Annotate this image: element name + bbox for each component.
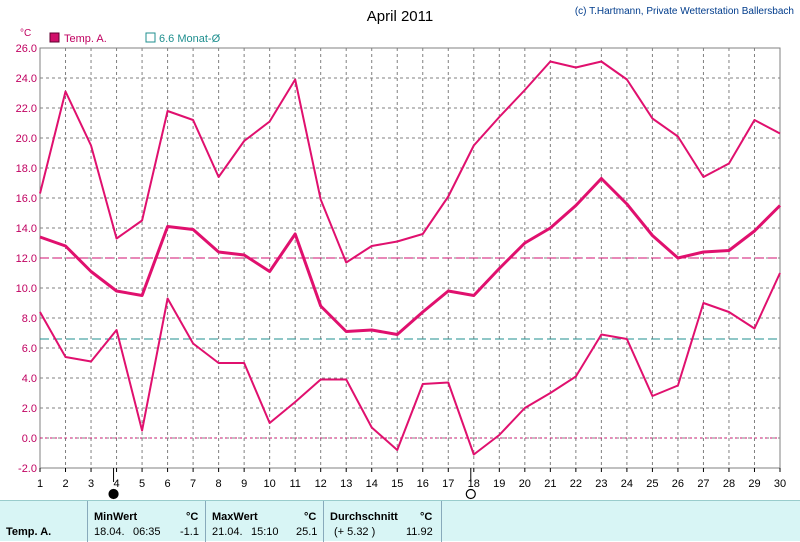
legend-avg-label: 6.6 Monat-Ø [159, 33, 221, 45]
series-lines [39, 60, 782, 456]
credit-text: (c) T.Hartmann, Private Wetterstation Ba… [575, 6, 794, 17]
x-tick-label: 22 [570, 478, 582, 490]
temperature-chart: April 2011 (c) T.Hartmann, Private Wette… [16, 6, 794, 500]
y-tick-label: 8.0 [22, 313, 37, 325]
stats-row-label-cell: Temp. A. [0, 501, 88, 542]
y-tick-label: 4.0 [22, 373, 37, 385]
x-tick-label: 5 [139, 478, 145, 490]
stats-avg-value: 11.92 [406, 526, 433, 538]
y-axis-unit: °C [20, 28, 31, 39]
stats-max-title: MaxWert [212, 511, 258, 523]
y-tick-label: 24.0 [16, 73, 37, 85]
x-tick-label: 7 [190, 478, 196, 490]
stats-avg-cell: Durchschnitt °C (+ 5.32 ) 11.92 [324, 501, 442, 542]
axes: -2.0 0.0 2.0 4.0 6.0 8.0 10.0 12.0 14.0 16.0 18.0 2… [16, 43, 787, 490]
x-tick-label: 4 [113, 478, 119, 490]
x-tick-label: 6 [165, 478, 171, 490]
x-tick-label: 18 [468, 478, 480, 490]
legend-temp-swatch [49, 32, 60, 43]
reference-lines [40, 257, 780, 439]
stats-min-value: -1.1 [180, 526, 199, 538]
y-tick-label: -2.0 [18, 463, 37, 475]
x-tick-label: 3 [88, 478, 94, 490]
stats-max-time: 15:10 [251, 526, 279, 538]
stats-avg-delta: (+ 5.32 ) [334, 526, 376, 538]
x-tick-label: 19 [493, 478, 505, 490]
x-tick-label: 20 [519, 478, 531, 490]
x-tick-label: 10 [264, 478, 276, 490]
stats-min-date: 18.04. [94, 526, 125, 538]
y-tick-label: 26.0 [16, 43, 37, 55]
y-tick-label: 0.0 [22, 433, 37, 445]
legend-temp-label: Temp. A. [64, 33, 107, 45]
x-tick-label: 17 [442, 478, 454, 490]
stats-max-value: 25.1 [296, 526, 318, 538]
x-tick-label: 15 [391, 478, 403, 490]
x-tick-label: 12 [315, 478, 327, 490]
stats-max-unit: °C [304, 511, 317, 523]
x-tick-label: 11 [289, 478, 300, 490]
chart-title: April 2011 [367, 8, 433, 25]
x-tick-label: 9 [241, 478, 247, 490]
x-tick-label: 1 [37, 478, 43, 490]
stats-min-title: MinWert [94, 511, 138, 523]
stats-min-cell: MinWert °C 18.04. 06:35 -1.1 [88, 501, 206, 542]
y-tick-label: 2.0 [22, 403, 37, 415]
full-moon-icon [465, 488, 476, 500]
moon-phases [108, 468, 476, 500]
x-tick-label: 28 [723, 478, 735, 490]
y-tick-label: 18.0 [16, 163, 37, 175]
y-tick-label: 22.0 [16, 103, 37, 115]
stats-max-date: 21.04. [212, 526, 243, 538]
y-tick-label: 14.0 [16, 223, 37, 235]
x-tick-label: 23 [595, 478, 607, 490]
stats-avg-title: Durchschnitt [330, 511, 398, 523]
stats-min-time: 06:35 [133, 526, 161, 538]
x-tick-label: 26 [672, 478, 684, 490]
x-tick-label: 29 [748, 478, 760, 490]
y-tick-label: 10.0 [16, 283, 37, 295]
stats-max-cell: MaxWert °C 21.04. 15:10 25.1 [206, 501, 324, 542]
series-line-mean [39, 177, 782, 336]
x-tick-label: 16 [417, 478, 429, 490]
y-tick-label: 16.0 [16, 193, 37, 205]
x-tick-label: 24 [621, 478, 633, 490]
x-tick-label: 25 [646, 478, 658, 490]
x-tick-label: 13 [340, 478, 352, 490]
series-line-min [39, 272, 781, 456]
y-tick-label: 6.0 [22, 343, 37, 355]
y-tick-label: 20.0 [16, 133, 37, 145]
x-tick-label: 21 [544, 478, 556, 490]
legend-avg-swatch [145, 32, 156, 43]
stats-bar: Temp. A. MinWert °C 18.04. 06:35 -1.1 Ma… [0, 500, 800, 542]
x-tick-label: 14 [366, 478, 378, 490]
new-moon-icon [108, 488, 119, 500]
x-tick-label: 27 [697, 478, 709, 490]
stats-avg-unit: °C [420, 511, 433, 523]
x-tick-label: 2 [62, 478, 68, 490]
y-tick-label: 12.0 [16, 253, 37, 265]
series-line-max [39, 60, 781, 264]
x-tick-label: 8 [216, 478, 222, 490]
stats-row-label: Temp. A. [6, 526, 52, 538]
stats-min-unit: °C [186, 511, 199, 523]
x-tick-label: 30 [774, 478, 786, 490]
